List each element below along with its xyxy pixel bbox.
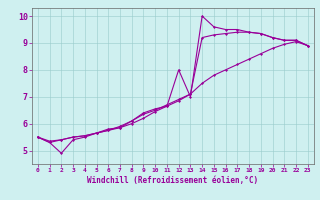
X-axis label: Windchill (Refroidissement éolien,°C): Windchill (Refroidissement éolien,°C) [87,176,258,185]
